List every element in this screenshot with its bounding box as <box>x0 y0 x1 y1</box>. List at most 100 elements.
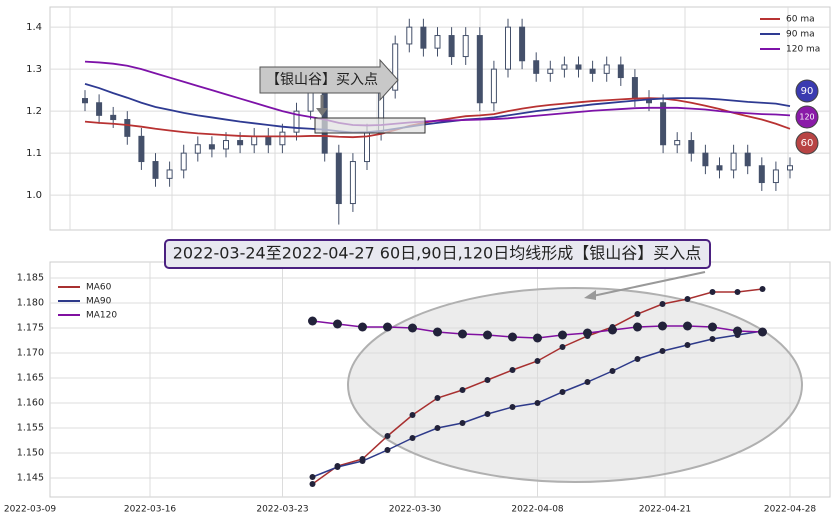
y-tick-label: 1.165 <box>17 373 44 384</box>
series-point <box>634 311 641 317</box>
legend-label: 120 ma <box>786 45 820 55</box>
candle-body <box>138 135 145 163</box>
series-point <box>509 367 516 373</box>
badge <box>795 79 819 103</box>
candle-body <box>730 152 737 171</box>
legend-label: MA120 <box>86 311 117 321</box>
candle-body <box>251 135 258 146</box>
series-point <box>659 348 666 354</box>
candle-body <box>490 68 497 104</box>
series-point <box>458 329 467 339</box>
candle-body <box>575 64 582 70</box>
candle-body <box>688 140 695 154</box>
series-point <box>533 333 542 343</box>
candle-body <box>561 64 568 70</box>
candle-body <box>110 114 117 121</box>
candle-body <box>406 26 413 45</box>
series-point <box>434 425 441 431</box>
banner-text: 2022-03-24至2022-04-27 60日,90日,120日均线形成【银… <box>173 244 702 263</box>
annotation-box <box>314 117 426 134</box>
highlight-ellipse <box>347 287 803 483</box>
series-point <box>709 289 716 295</box>
candle-body <box>462 35 469 58</box>
x-tick-label: 2022-03-30 <box>389 505 442 515</box>
candle-body <box>420 26 427 49</box>
series-point <box>659 301 666 307</box>
series-point <box>534 400 541 406</box>
candle-body <box>208 144 215 150</box>
candle-body <box>744 152 751 167</box>
x-tick-label: 2022-04-08 <box>511 505 564 515</box>
series-point <box>384 433 391 439</box>
series-point <box>409 435 416 441</box>
candle-body <box>349 161 356 205</box>
series-point <box>633 322 642 332</box>
candle-body <box>434 35 441 49</box>
series-point <box>634 356 641 362</box>
y-tick-label: 1.175 <box>17 323 44 334</box>
candle-body <box>631 77 638 100</box>
candle-body <box>335 152 342 205</box>
x-tick-label: 2022-04-21 <box>639 505 691 515</box>
candle-body <box>547 68 554 74</box>
series-point <box>733 326 742 336</box>
series-point <box>708 322 717 332</box>
series-point <box>334 464 341 470</box>
y-tick-label: 1.1 <box>26 148 42 159</box>
candle-body <box>787 165 793 171</box>
series-point <box>609 368 616 374</box>
candle-body <box>660 102 667 146</box>
series-point <box>734 289 741 295</box>
series-point <box>608 325 617 335</box>
legend-label: 90 ma <box>786 30 815 40</box>
candle-body <box>476 35 483 104</box>
candle-body <box>194 144 201 154</box>
series-point <box>409 412 416 418</box>
y-tick-label: 1.3 <box>26 64 42 75</box>
badge <box>795 105 819 129</box>
candle-body <box>293 110 300 133</box>
ma-line <box>84 82 791 134</box>
badge-label: 90 <box>801 86 814 97</box>
legend-label: MA60 <box>86 283 112 293</box>
candle-body <box>124 119 131 137</box>
badge <box>795 131 819 155</box>
y-tick-label: 1.155 <box>17 423 44 434</box>
y-tick-label: 1.4 <box>26 22 42 33</box>
series-point <box>309 481 316 487</box>
candle-body <box>589 68 596 74</box>
series-point <box>558 330 567 340</box>
badge-label: 120 <box>799 113 814 122</box>
series-point <box>559 389 566 395</box>
candle-body <box>223 140 229 150</box>
x-tick-label: 2022-03-23 <box>256 505 308 515</box>
candle-body <box>603 64 610 74</box>
x-tick-label: 2022-03-09 <box>4 505 57 515</box>
banner-box <box>164 239 711 269</box>
series-point <box>309 474 316 480</box>
series-point <box>408 323 417 333</box>
y-tick-label: 1.0 <box>26 190 42 201</box>
series-point <box>383 322 392 332</box>
ma-line <box>84 60 791 127</box>
y-tick-label: 1.145 <box>17 473 44 484</box>
y-tick-label: 1.185 <box>17 273 44 284</box>
badge-label: 60 <box>801 138 814 149</box>
series-point <box>584 379 591 385</box>
series-point <box>758 327 767 337</box>
annotation-text: 【银山谷】买入点 <box>266 72 378 88</box>
series-point <box>384 447 391 453</box>
pointer-arrow-head <box>584 290 596 300</box>
series-point <box>483 330 492 340</box>
series-point <box>759 286 766 292</box>
candle-body <box>96 102 103 116</box>
series-point <box>459 420 466 426</box>
series-point <box>559 344 566 350</box>
candle-body <box>505 26 511 70</box>
candle-body <box>166 169 173 179</box>
candle-body <box>392 43 399 91</box>
y-tick-label: 1.160 <box>17 398 44 409</box>
series-point <box>333 319 342 329</box>
series-point <box>709 336 716 342</box>
